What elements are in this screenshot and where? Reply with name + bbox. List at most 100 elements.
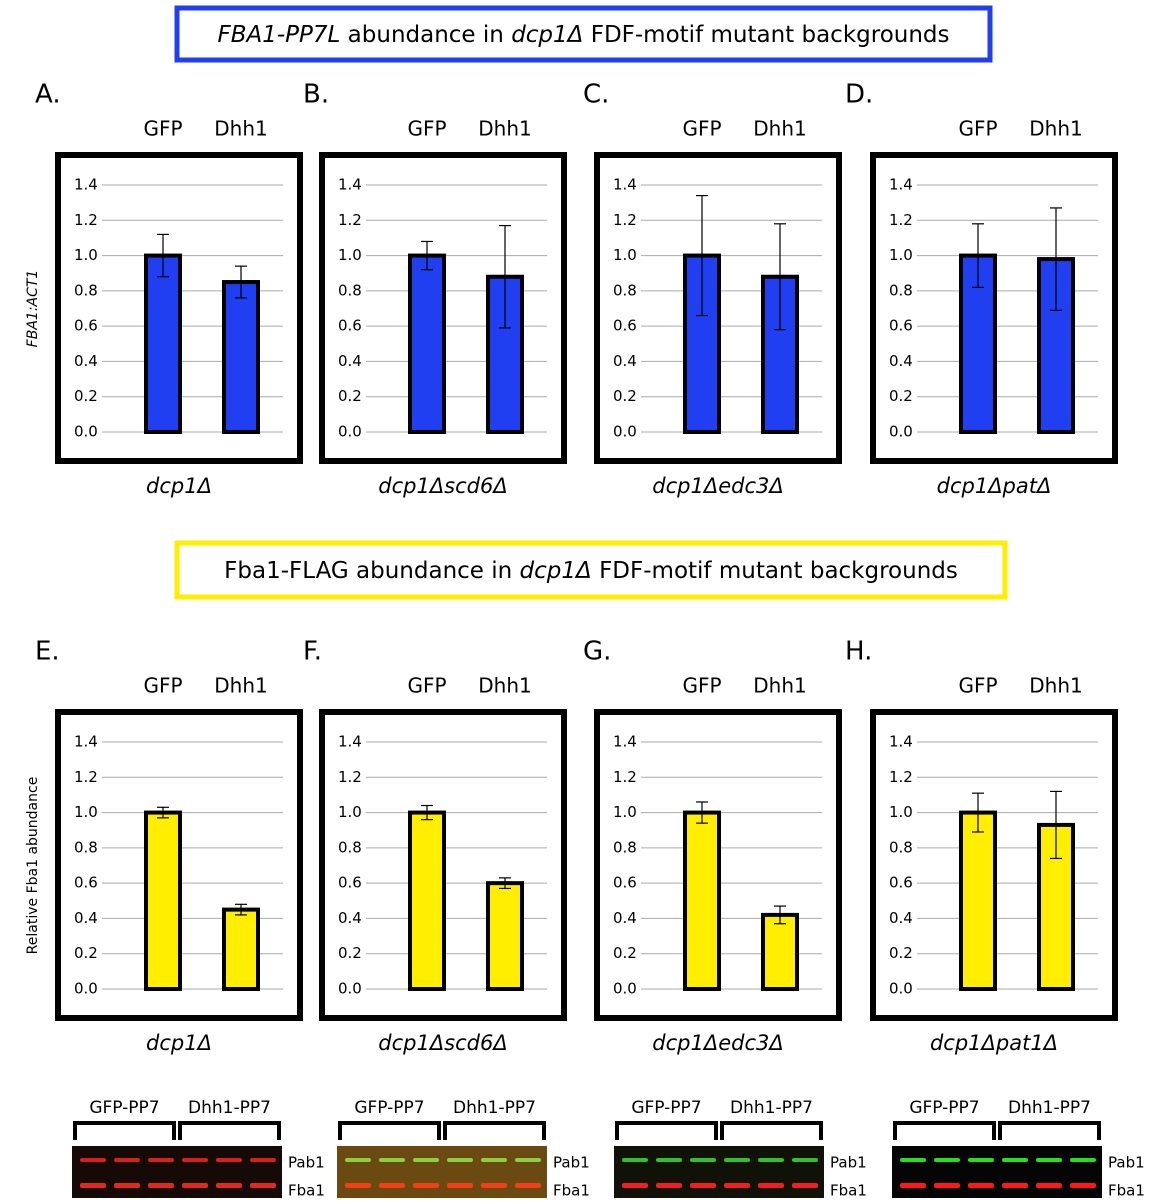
- band: [515, 1183, 541, 1188]
- category-label: GFP: [682, 117, 721, 141]
- band: [515, 1158, 541, 1162]
- lane-group-label: Dhh1-PP7: [730, 1098, 813, 1118]
- y-tick-label: 1.0: [74, 803, 98, 821]
- bracket: [617, 1123, 716, 1140]
- band: [968, 1183, 994, 1188]
- category-label: Dhh1: [214, 674, 267, 698]
- y-tick-label: 1.4: [613, 733, 637, 751]
- band: [1070, 1183, 1096, 1188]
- blot-image: [337, 1146, 547, 1198]
- y-tick-label: 0.6: [74, 874, 98, 892]
- lane-group-label: GFP-PP7: [354, 1098, 424, 1118]
- y-tick-label: 1.4: [889, 176, 913, 194]
- band: [690, 1158, 716, 1162]
- lane-group-label: Dhh1-PP7: [453, 1098, 536, 1118]
- y-tick-label: 0.2: [338, 944, 362, 962]
- x-axis-title: dcp1Δscd6Δ: [378, 1031, 507, 1055]
- category-label: Dhh1: [1029, 674, 1082, 698]
- y-axis-title: FBA1:ACT1: [25, 270, 41, 348]
- y-tick-label: 0.2: [613, 944, 637, 962]
- y-tick-label: 0.8: [74, 838, 98, 856]
- header-part: abundance in: [340, 22, 511, 48]
- category-label: Dhh1: [478, 674, 531, 698]
- y-tick-label: 1.2: [338, 211, 362, 229]
- y-tick-label: 0.2: [613, 387, 637, 405]
- header-part: FBA1-PP7L: [217, 22, 340, 48]
- band-label: Pab1: [553, 1154, 590, 1172]
- category-label: Dhh1: [753, 117, 806, 141]
- band: [481, 1183, 507, 1188]
- band: [216, 1183, 242, 1188]
- panel-label: G.: [583, 637, 611, 667]
- band: [447, 1183, 473, 1188]
- band: [447, 1158, 473, 1162]
- y-tick-label: 0.6: [889, 874, 913, 892]
- band: [114, 1158, 140, 1162]
- header-title: Fba1-FLAG abundance in dcp1Δ FDF-motif m…: [224, 558, 958, 584]
- band: [379, 1158, 405, 1162]
- bar: [410, 256, 444, 432]
- band: [182, 1158, 208, 1162]
- band: [1002, 1183, 1028, 1188]
- bar: [410, 813, 444, 989]
- band: [481, 1158, 507, 1162]
- category-label: Dhh1: [1029, 117, 1082, 141]
- bracket: [895, 1123, 994, 1140]
- band: [690, 1183, 716, 1188]
- y-tick-label: 0.6: [613, 874, 637, 892]
- panel-label: B.: [303, 80, 329, 110]
- band: [1070, 1158, 1096, 1162]
- y-tick-label: 0.4: [338, 909, 362, 927]
- y-tick-label: 1.2: [889, 768, 913, 786]
- band-label: Pab1: [1108, 1154, 1145, 1172]
- band: [934, 1183, 960, 1188]
- y-tick-label: 0.4: [74, 909, 98, 927]
- band: [345, 1183, 371, 1188]
- y-tick-label: 1.2: [889, 211, 913, 229]
- y-tick-label: 0.8: [74, 281, 98, 299]
- y-tick-label: 1.2: [613, 211, 637, 229]
- lane-group-label: Dhh1-PP7: [1008, 1098, 1091, 1118]
- bracket: [75, 1123, 174, 1140]
- y-tick-label: 0.2: [889, 387, 913, 405]
- y-tick-label: 0.4: [889, 909, 913, 927]
- band: [114, 1183, 140, 1188]
- band-label: Fba1: [1108, 1182, 1145, 1200]
- band: [148, 1158, 174, 1162]
- bar: [488, 883, 522, 989]
- y-tick-label: 1.0: [889, 803, 913, 821]
- y-tick-label: 1.2: [338, 768, 362, 786]
- bar: [146, 813, 180, 989]
- y-tick-label: 0.6: [74, 317, 98, 335]
- y-tick-label: 0.8: [613, 281, 637, 299]
- band: [724, 1158, 750, 1162]
- y-tick-label: 0.8: [889, 281, 913, 299]
- y-tick-label: 1.4: [74, 733, 98, 751]
- x-axis-title: dcp1Δ: [146, 474, 212, 498]
- band: [724, 1183, 750, 1188]
- y-tick-label: 0.4: [613, 352, 637, 370]
- band: [250, 1158, 276, 1162]
- bracket: [340, 1123, 439, 1140]
- y-tick-label: 0.2: [74, 387, 98, 405]
- y-tick-label: 1.2: [613, 768, 637, 786]
- category-label: GFP: [407, 117, 446, 141]
- band: [656, 1158, 682, 1162]
- band: [379, 1183, 405, 1188]
- panel-label: C.: [583, 80, 609, 110]
- band: [1036, 1183, 1062, 1188]
- y-tick-label: 1.0: [889, 246, 913, 264]
- band: [900, 1158, 926, 1162]
- bracket: [722, 1123, 821, 1140]
- y-tick-label: 0.6: [613, 317, 637, 335]
- y-tick-label: 0.4: [338, 352, 362, 370]
- band: [80, 1183, 106, 1188]
- band: [413, 1183, 439, 1188]
- y-tick-label: 1.0: [338, 803, 362, 821]
- bar: [961, 813, 995, 989]
- band: [758, 1158, 784, 1162]
- header-part: Fba1-FLAG abundance in: [224, 558, 519, 584]
- y-tick-label: 1.0: [613, 803, 637, 821]
- band: [1002, 1158, 1028, 1162]
- panel-label: H.: [845, 637, 872, 667]
